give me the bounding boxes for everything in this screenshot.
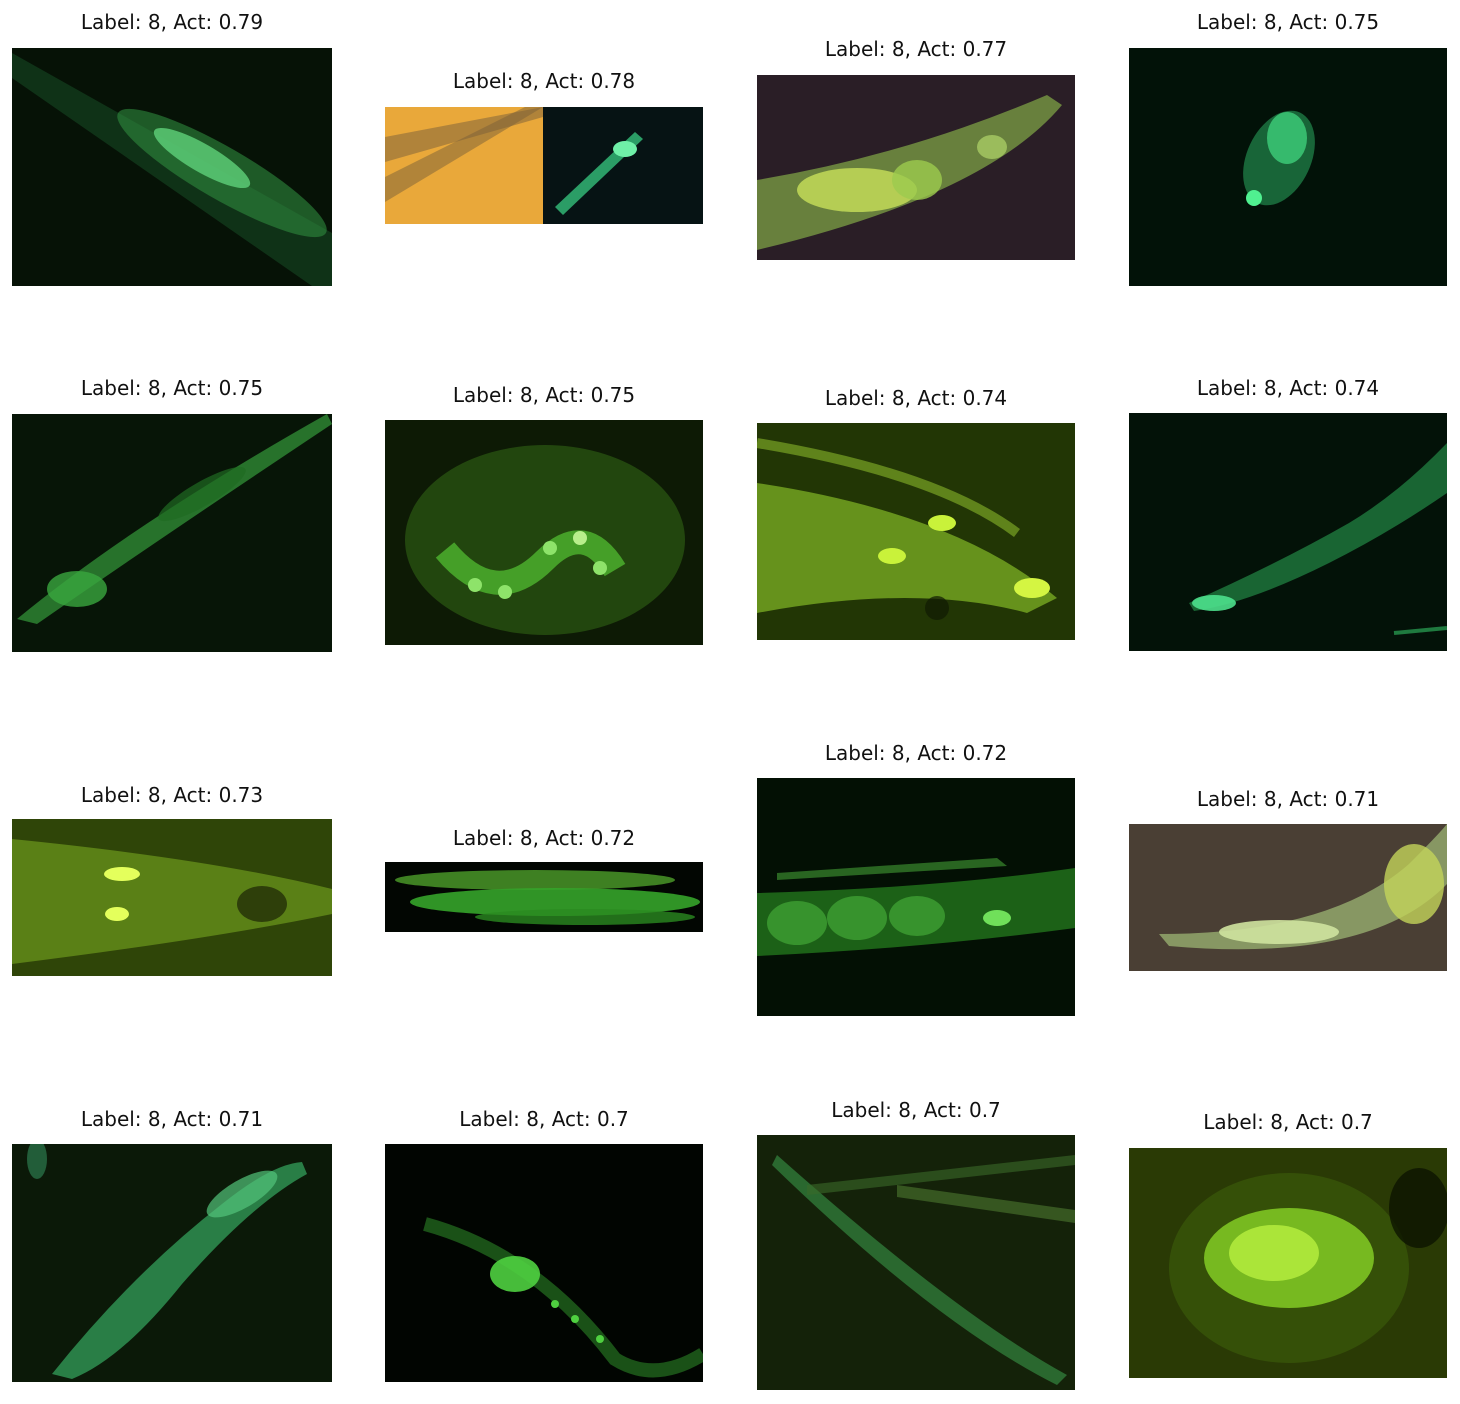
fluorescence-image bbox=[1129, 1148, 1447, 1378]
fluorescence-image bbox=[1129, 413, 1447, 651]
fluorescence-image bbox=[385, 1144, 703, 1382]
panel-title: Label: 8, Act: 0.72 bbox=[824, 741, 1008, 765]
fluorescence-image bbox=[757, 75, 1075, 260]
panel-16: Label: 8, Act: 0.7 bbox=[1129, 1108, 1447, 1382]
fluorescence-image bbox=[385, 862, 703, 932]
panel-3: Label: 8, Act: 0.77 bbox=[757, 35, 1075, 260]
panel-15: Label: 8, Act: 0.7 bbox=[757, 1096, 1075, 1392]
panel-7: Label: 8, Act: 0.74 bbox=[757, 384, 1075, 642]
composite-image bbox=[385, 107, 703, 224]
panel-13: Label: 8, Act: 0.71 bbox=[12, 1105, 332, 1385]
fluorescence-image bbox=[757, 423, 1075, 640]
panel-title: Label: 8, Act: 0.7 bbox=[459, 1107, 629, 1131]
panel-title: Label: 8, Act: 0.72 bbox=[452, 826, 636, 850]
panel-title: Label: 8, Act: 0.71 bbox=[1196, 787, 1380, 811]
panel-title: Label: 8, Act: 0.75 bbox=[1196, 10, 1380, 34]
fluorescence-image bbox=[1129, 824, 1447, 971]
fluorescence-image bbox=[385, 420, 703, 645]
panel-title: Label: 8, Act: 0.74 bbox=[824, 386, 1008, 410]
panel-title: Label: 8, Act: 0.73 bbox=[80, 783, 264, 807]
panel-2: Label: 8, Act: 0.78 bbox=[385, 67, 703, 227]
panel-4: Label: 8, Act: 0.75 bbox=[1129, 8, 1447, 288]
panel-9: Label: 8, Act: 0.73 bbox=[12, 781, 332, 978]
panel-title: Label: 8, Act: 0.78 bbox=[452, 69, 636, 93]
fluorescence-image bbox=[12, 48, 332, 286]
fluorescence-image bbox=[757, 1135, 1075, 1390]
panel-14: Label: 8, Act: 0.7 bbox=[385, 1105, 703, 1385]
panel-title: Label: 8, Act: 0.7 bbox=[1203, 1110, 1373, 1134]
fluorescence-image bbox=[12, 819, 332, 976]
panel-title: Label: 8, Act: 0.79 bbox=[80, 10, 264, 34]
fluorescence-image bbox=[12, 1144, 332, 1382]
fluorescence-image bbox=[12, 414, 332, 652]
panel-title: Label: 8, Act: 0.75 bbox=[80, 376, 264, 400]
panel-10: Label: 8, Act: 0.72 bbox=[385, 824, 703, 934]
panel-title: Label: 8, Act: 0.75 bbox=[452, 383, 636, 407]
panel-title: Label: 8, Act: 0.7 bbox=[831, 1098, 1001, 1122]
panel-8: Label: 8, Act: 0.74 bbox=[1129, 374, 1447, 654]
panel-title: Label: 8, Act: 0.71 bbox=[80, 1107, 264, 1131]
panel-12: Label: 8, Act: 0.71 bbox=[1129, 785, 1447, 975]
panel-11: Label: 8, Act: 0.72 bbox=[757, 739, 1075, 1019]
fluorescence-image bbox=[757, 778, 1075, 1016]
panel-5: Label: 8, Act: 0.75 bbox=[12, 374, 332, 654]
panel-1: Label: 8, Act: 0.79 bbox=[12, 8, 332, 288]
fluorescence-image bbox=[1129, 48, 1447, 286]
panel-6: Label: 8, Act: 0.75 bbox=[385, 381, 703, 646]
panel-title: Label: 8, Act: 0.74 bbox=[1196, 376, 1380, 400]
panel-title: Label: 8, Act: 0.77 bbox=[824, 37, 1008, 61]
